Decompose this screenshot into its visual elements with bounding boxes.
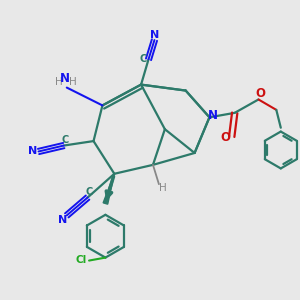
Text: N: N (28, 146, 37, 157)
Text: N: N (207, 109, 218, 122)
Text: H: H (55, 77, 62, 87)
Text: Cl: Cl (75, 255, 86, 265)
Text: C: C (140, 54, 147, 64)
Text: O: O (255, 87, 265, 100)
Text: C: C (85, 187, 93, 197)
Text: C: C (62, 135, 69, 145)
Text: N: N (58, 215, 67, 225)
Text: O: O (220, 131, 230, 144)
Text: H: H (159, 183, 167, 193)
Text: N: N (150, 30, 159, 40)
Text: H: H (69, 77, 77, 87)
Text: N: N (60, 72, 70, 85)
Polygon shape (103, 174, 114, 204)
